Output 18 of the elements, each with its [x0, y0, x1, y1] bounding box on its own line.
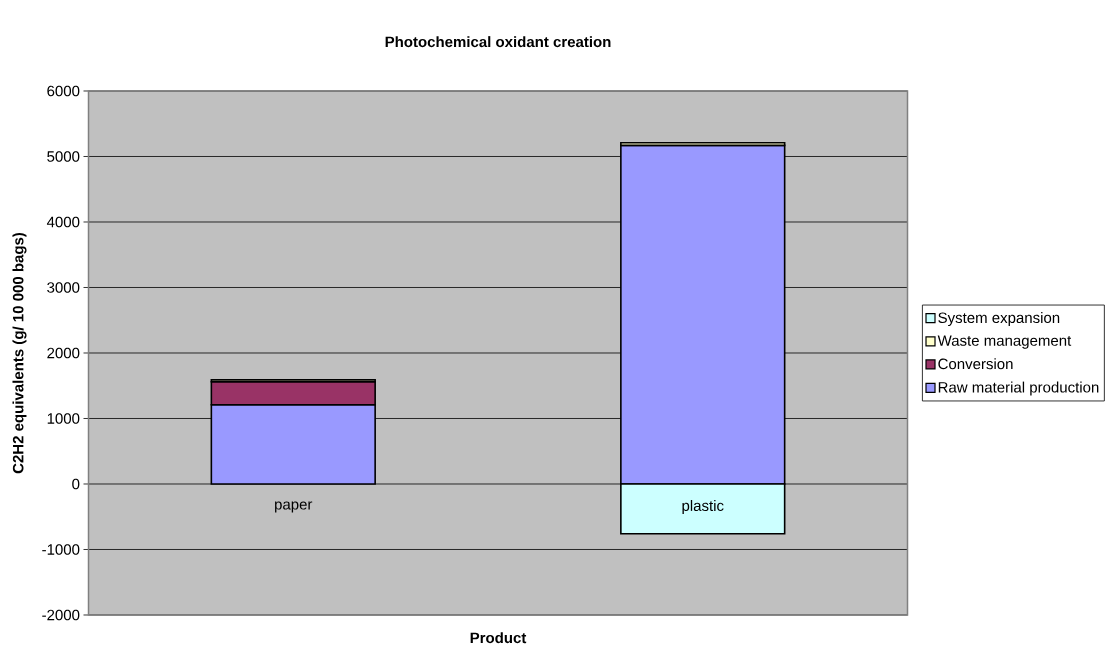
legend-label: Waste management: [937, 335, 1072, 349]
y-tick-label: 1000: [47, 413, 80, 424]
chart-title: Photochemical oxidant creation: [385, 36, 611, 48]
y-tick-label: 5000: [47, 151, 80, 162]
legend-label: Raw material production: [938, 381, 1099, 396]
x-axis-title: Product: [470, 632, 527, 644]
y-tick-label: 0: [72, 478, 80, 490]
y-tick-label: 2000: [47, 347, 80, 359]
x-tick-label: plastic: [682, 500, 724, 514]
legend-label: System expansion: [938, 312, 1060, 327]
legend-label: Conversion: [938, 358, 1013, 370]
y-tick-label: -1000: [42, 544, 80, 555]
y-tick-label: -2000: [42, 609, 80, 621]
y-tick-label: 4000: [46, 216, 80, 228]
y-tick-label: 3000: [47, 282, 80, 293]
x-tick-label: paper: [275, 501, 313, 513]
y-tick-label: 6000: [47, 85, 80, 97]
y-axis-title: C2H2 equivalents (g/ 10 000 bags): [12, 232, 27, 474]
